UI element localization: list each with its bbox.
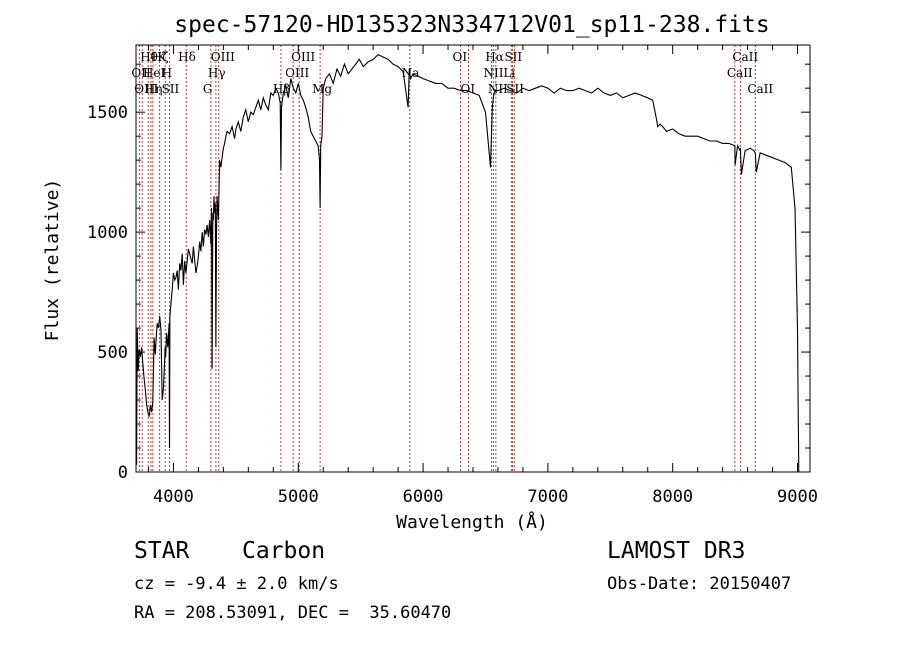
line-label-23-0: SII — [504, 50, 522, 64]
line-label-7-1: SII — [162, 82, 180, 96]
object-subclass: Carbon — [242, 538, 326, 564]
line-label-9-0: G — [203, 82, 213, 96]
line-label-19-0: NII — [483, 66, 503, 80]
survey-name: LAMOST DR3 — [607, 538, 746, 564]
x-tick-label-4: 8000 — [652, 487, 693, 507]
y-tick-label-0: 0 — [118, 463, 128, 483]
line-label-21-0: NII — [488, 82, 508, 96]
x-tick-label-1: 5000 — [278, 487, 319, 507]
line-label-8-0: Hδ — [178, 50, 196, 64]
line-label-13-0: OIII — [285, 66, 309, 80]
x-tick-label-5: 9000 — [777, 487, 818, 507]
line-label-16-0: Na — [402, 66, 420, 80]
chart-title: spec-57120-HD135323N334712V01_sp11-238.f… — [174, 12, 769, 38]
line-label-5-0: Hζ — [152, 50, 169, 64]
line-label-27-0: CaII — [747, 82, 773, 96]
y-tick-label-3: 1500 — [87, 103, 128, 123]
line-label-3-0: HeI — [143, 66, 166, 80]
obs-date: Obs-Date: 20150407 — [607, 574, 792, 594]
coordinates: RA = 208.53091, DEC = 35.60470 — [134, 603, 452, 623]
line-label-10-0: Hγ — [208, 66, 226, 80]
x-tick-label-2: 6000 — [403, 487, 444, 507]
y-axis-label: Flux (relative) — [42, 179, 63, 342]
line-label-2-0: Hθ — [140, 50, 158, 64]
line-label-1-0: OIII — [134, 82, 158, 96]
line-label-7-0: H — [162, 66, 172, 80]
x-axis: 4000 5000 6000 7000 8000 9000 — [147, 45, 818, 507]
line-label-22-0: Li — [503, 66, 515, 80]
line-label-11-0: OIII — [211, 50, 235, 64]
y-tick-label-2: 1000 — [87, 223, 128, 243]
x-tick-label-0: 4000 — [153, 487, 194, 507]
line-label-25-0: CaII — [727, 66, 753, 80]
plot-frame — [135, 44, 811, 473]
line-label-20-0: Hα — [485, 50, 504, 64]
redshift-readout: cz = -9.4 ± 2.0 km/s — [134, 574, 339, 594]
spectral-line-labels: OIIOIIIHθHeIHηHζKHSIIHδGHγOIIIHβOIIIOIII… — [131, 50, 773, 96]
y-tick-label-1: 500 — [97, 343, 128, 363]
line-label-14-0: OIII — [291, 50, 315, 64]
object-class: STAR — [134, 538, 190, 564]
spectral-line-markers — [138, 45, 756, 472]
line-label-17-0: OI — [453, 50, 468, 64]
line-label-6-0: K — [157, 50, 167, 64]
spectrum-trace — [135, 53, 800, 473]
line-label-15-0: Mg — [312, 82, 332, 96]
x-tick-label-3: 7000 — [527, 487, 568, 507]
line-label-24-0: SII — [506, 82, 524, 96]
line-label-4-0: Hη — [145, 82, 163, 96]
x-axis-label: Wavelength (Å) — [396, 511, 548, 533]
y-axis: 0 500 1000 1500 — [87, 63, 810, 483]
line-label-26-0: CaII — [732, 50, 758, 64]
line-label-18-0: OI — [461, 82, 476, 96]
